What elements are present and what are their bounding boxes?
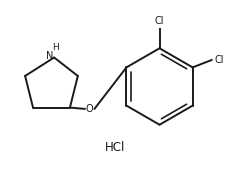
Text: H: H [52, 43, 59, 52]
Text: N: N [46, 51, 53, 61]
Text: Cl: Cl [155, 16, 164, 26]
Text: O: O [86, 104, 94, 114]
Text: Cl: Cl [215, 55, 224, 65]
Text: HCl: HCl [105, 141, 125, 154]
